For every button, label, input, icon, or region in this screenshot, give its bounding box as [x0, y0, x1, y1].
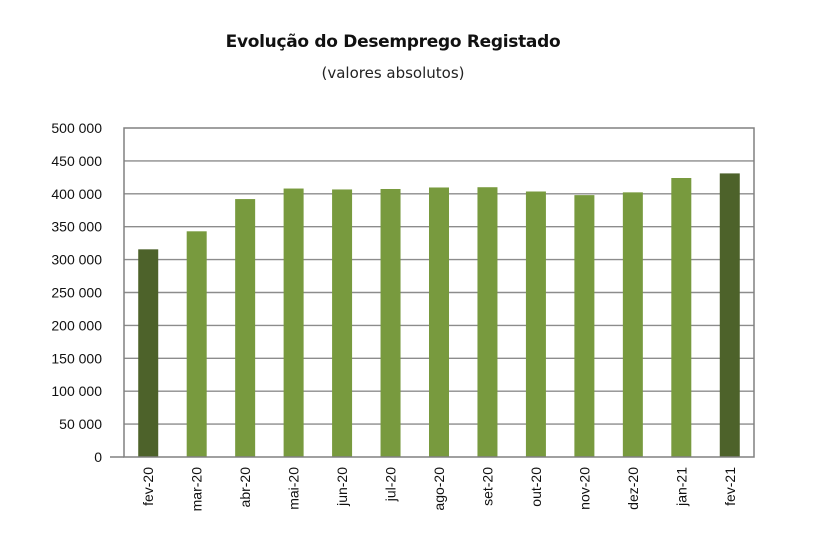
y-tick-label: 100 000 — [51, 383, 102, 399]
x-tick-label: jan-21 — [673, 467, 689, 507]
y-tick-label: 50 000 — [59, 416, 102, 432]
x-tick-label: jul-20 — [383, 467, 399, 502]
bar-ago-20 — [429, 187, 449, 457]
bars — [138, 173, 740, 458]
bar-abr-20 — [235, 199, 256, 457]
bar-out-20 — [525, 191, 546, 457]
y-tick-label: 450 000 — [51, 153, 102, 169]
x-tick-label: out-20 — [528, 467, 544, 507]
x-tick-label: set-20 — [479, 467, 495, 506]
bar-nov-20 — [574, 195, 595, 457]
bar-jan-21 — [671, 178, 692, 457]
x-tick-labels: fev-20 mar-20 abr-20 mai-20 jun-20 jul-20 ago-… — [140, 467, 738, 512]
bar-fev-21 — [719, 173, 740, 458]
y-tick-label: 350 000 — [51, 219, 102, 235]
plot-frame — [110, 127, 755, 458]
bar-fev-20 — [138, 249, 159, 457]
bar-mar-20 — [186, 231, 207, 457]
x-tick-label: mar-20 — [189, 467, 205, 512]
bar-dez-20 — [622, 192, 643, 457]
y-tick-label: 150 000 — [51, 350, 102, 366]
y-tick-label: 0 — [94, 449, 102, 465]
x-tick-label: abr-20 — [237, 467, 253, 508]
chart-subtitle: (valores absolutos) — [321, 64, 465, 82]
bar-mai-20 — [283, 188, 304, 457]
y-tick-label: 200 000 — [51, 317, 102, 333]
x-tick-label: nov-20 — [576, 467, 592, 510]
x-tick-label: mai-20 — [286, 467, 302, 510]
x-tick-label: jun-20 — [334, 467, 350, 507]
y-tick-label: 300 000 — [51, 252, 102, 268]
bar-jun-20 — [332, 189, 353, 457]
y-tick-label: 250 000 — [51, 285, 102, 301]
x-tick-label: fev-21 — [722, 467, 738, 506]
x-tick-label: fev-20 — [140, 467, 156, 506]
y-tick-label: 500 000 — [51, 120, 102, 136]
x-tick-label: ago-20 — [431, 467, 447, 511]
plot-border — [123, 127, 755, 458]
y-tick-label: 400 000 — [51, 186, 102, 202]
y-tick-labels: 0 50 000 100 000 150 000 200 000 250 000 300 0… — [51, 120, 102, 465]
x-tick-label: dez-20 — [625, 467, 641, 510]
bar-jul-20 — [380, 188, 401, 458]
chart-title: Evolução do Desemprego Registado — [225, 32, 561, 52]
bar-set-20 — [477, 187, 498, 457]
